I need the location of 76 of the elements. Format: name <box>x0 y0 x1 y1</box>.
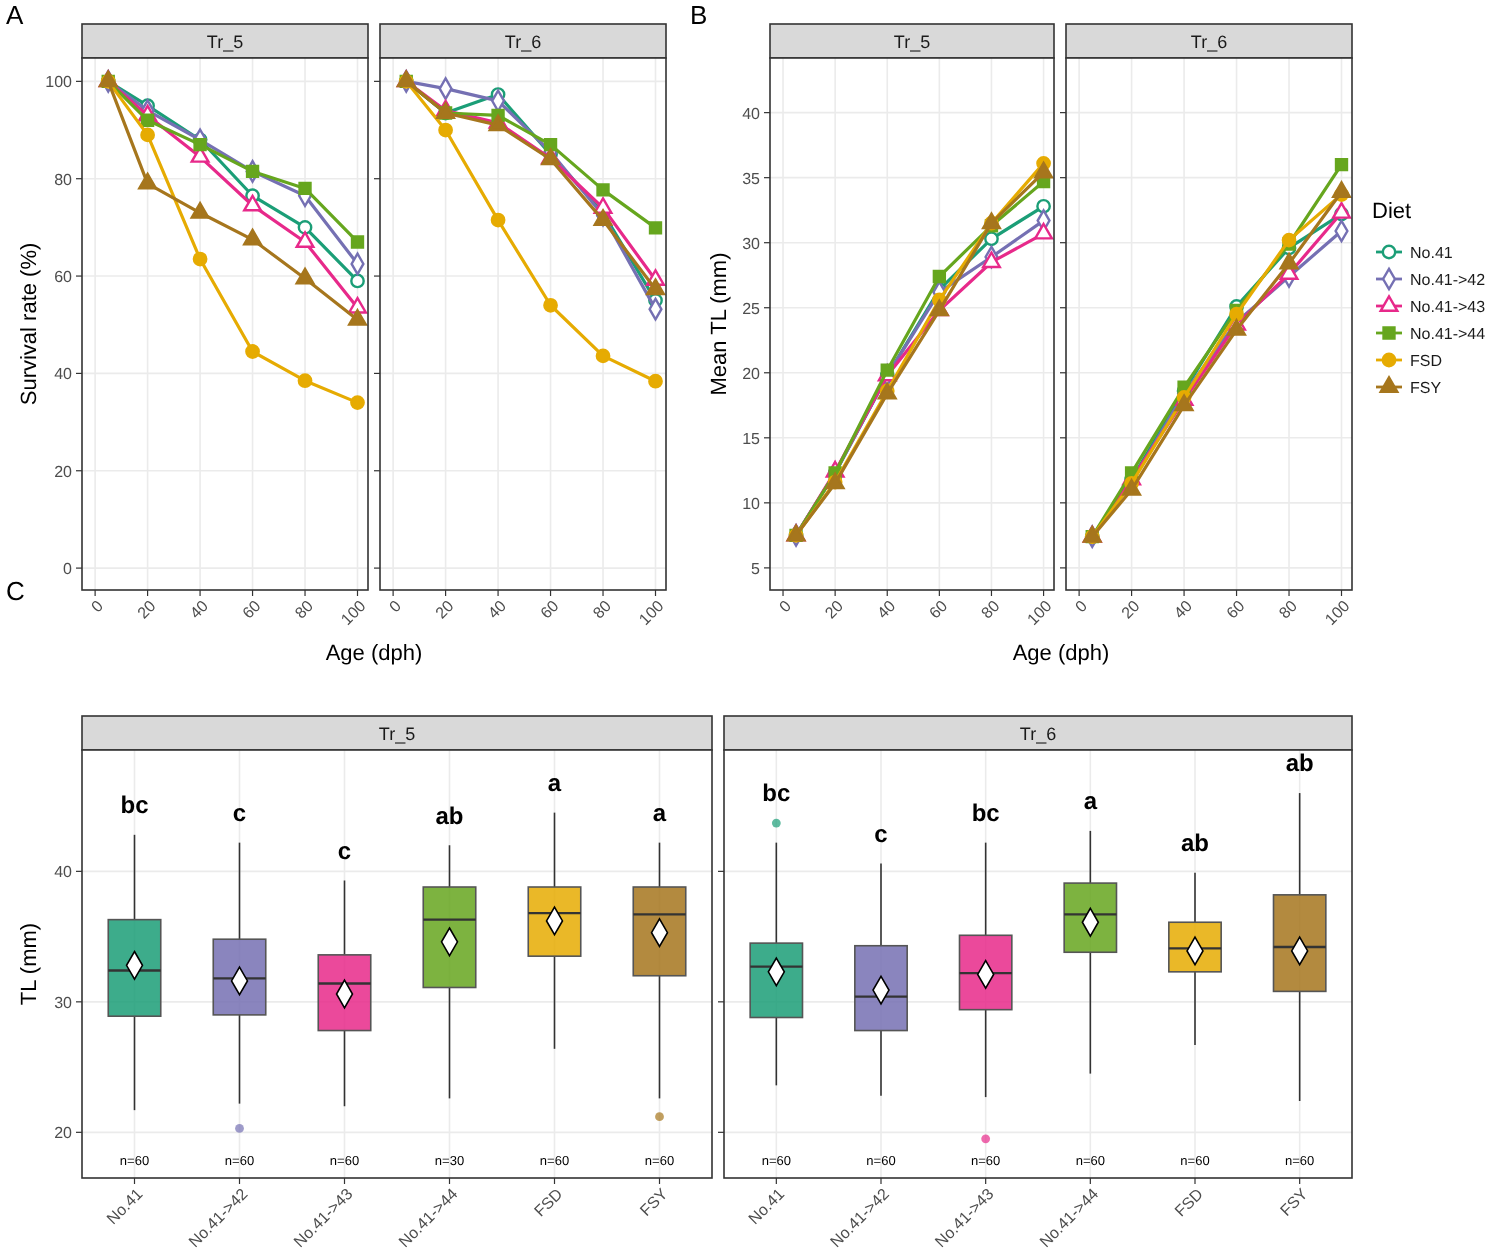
legend-label: No.41->43 <box>1410 298 1487 316</box>
text: A <box>6 0 24 30</box>
annotation: c <box>337 836 352 865</box>
annotation: a <box>1083 787 1098 816</box>
chart-title: Tr_6 <box>1190 32 1228 52</box>
y-tick-label: 40 <box>54 863 74 882</box>
y-tick-label: 40 <box>742 104 762 123</box>
x-tick-label: 80 <box>589 596 616 623</box>
x-tick-label: 60 <box>925 596 952 623</box>
x-tick-label: 20 <box>432 596 459 623</box>
y-tick-label: 35 <box>742 169 762 188</box>
y-tick-label: 25 <box>742 299 762 318</box>
y-tick-label: 30 <box>742 234 762 253</box>
annotation: bc <box>971 798 1001 827</box>
y-axis-title: TL (mm) <box>18 922 42 1006</box>
y-tick-label: 10 <box>742 494 762 513</box>
x-tick-label: 0 <box>1071 596 1092 617</box>
x-axis-title: Age (dph) <box>1012 642 1110 666</box>
annotation: ab <box>1180 829 1210 857</box>
y-tick-label: 60 <box>54 268 74 287</box>
chart-title: Tr_5 <box>893 32 931 52</box>
y-tick-label: 20 <box>54 462 74 481</box>
x-tick-label: 60 <box>239 596 266 623</box>
x-tick-label: FSD <box>530 1184 567 1221</box>
x-tick-label: 100 <box>1321 596 1355 629</box>
annotation: c <box>874 819 889 848</box>
y-tick-label: 15 <box>742 429 762 448</box>
y-tick-label: 20 <box>742 364 762 383</box>
x-tick-label: 60 <box>537 596 564 623</box>
y-tick-label: 20 <box>54 1124 74 1143</box>
legend-title: Diet <box>1372 200 1412 224</box>
legend-label: No.41->44 <box>1410 325 1487 343</box>
y-axis-title: Survival rate (%) <box>18 242 42 406</box>
x-tick-label: 20 <box>134 596 161 623</box>
chart-title: Tr_5 <box>206 32 244 52</box>
x-tick-label: 80 <box>291 596 318 623</box>
y-tick-label: 30 <box>54 993 74 1012</box>
x-tick-label: 0 <box>775 596 796 617</box>
x-tick-label: 100 <box>1023 596 1057 629</box>
annotation: bc <box>120 791 150 820</box>
x-tick-label: 0 <box>87 596 108 617</box>
x-tick-label: 80 <box>1275 596 1302 623</box>
x-tick-label: 40 <box>1170 596 1197 623</box>
legend-label: FSD <box>1410 352 1443 370</box>
x-tick-label: 40 <box>873 596 900 623</box>
annotation: a <box>652 798 667 827</box>
text: C <box>6 576 25 606</box>
y-axis-title: Mean TL (mm) <box>708 252 732 396</box>
y-tick-label: 0 <box>63 560 74 579</box>
x-tick-label: 20 <box>821 596 848 623</box>
x-tick-label: 20 <box>1118 596 1145 623</box>
x-tick-label: 0 <box>385 596 406 617</box>
text: B <box>690 0 708 30</box>
y-tick-label: 100 <box>45 73 74 92</box>
annotation: bc <box>762 779 791 808</box>
chart-title: Tr_6 <box>504 32 542 52</box>
x-tick-label: 80 <box>977 596 1005 623</box>
annotation: c <box>232 798 247 827</box>
legend-label: No.41->42 <box>1410 271 1487 289</box>
x-tick-label: 100 <box>635 596 669 629</box>
x-tick-label: 100 <box>337 596 371 629</box>
chart-title: Tr_5 <box>378 724 416 744</box>
x-axis-title: Age (dph) <box>325 642 423 666</box>
x-tick-label: 60 <box>1223 596 1250 623</box>
legend-label: FSY <box>1410 379 1443 397</box>
y-tick-label: 5 <box>751 559 762 578</box>
y-tick-label: 80 <box>54 170 74 189</box>
x-tick-label: 40 <box>484 596 511 623</box>
annotation: ab <box>435 801 464 830</box>
legend-label: No.41 <box>1410 244 1454 262</box>
chart-title: Tr_6 <box>1019 724 1057 744</box>
annotation: a <box>547 768 562 797</box>
y-tick-label: 40 <box>54 365 74 384</box>
x-tick-label: 40 <box>186 596 213 623</box>
annotation: ab <box>1285 749 1314 778</box>
x-tick-label: FSD <box>1171 1184 1208 1221</box>
